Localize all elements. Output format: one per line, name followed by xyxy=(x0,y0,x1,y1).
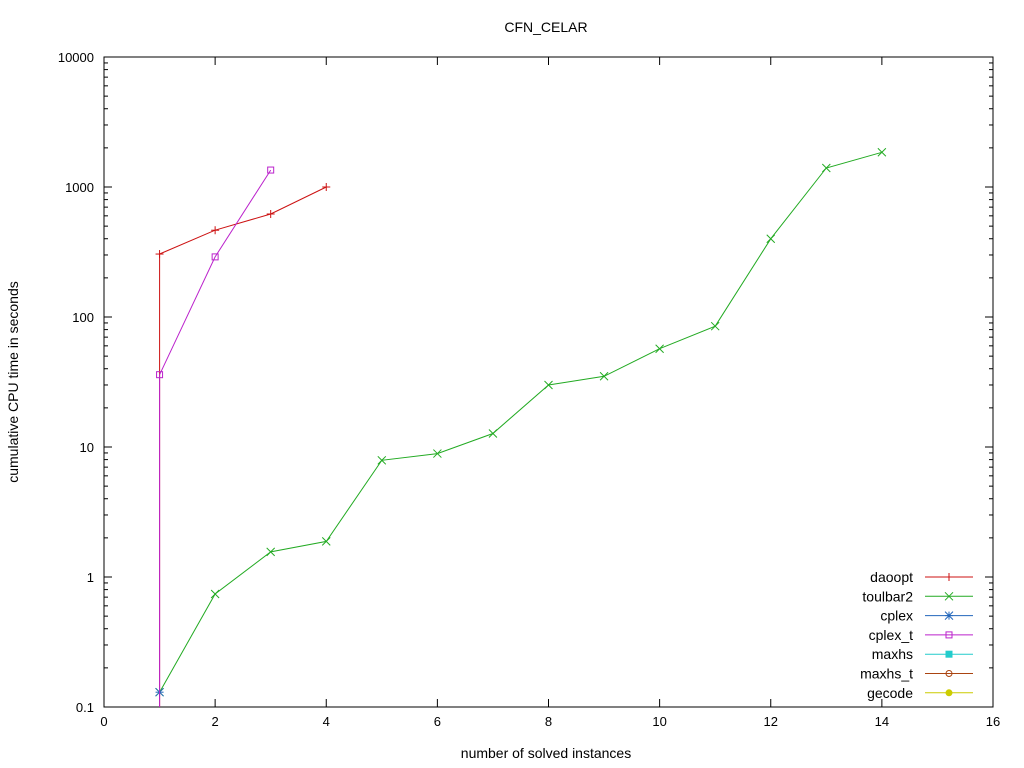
x-tick-label: 6 xyxy=(434,714,441,729)
data-point xyxy=(267,166,275,174)
series-line xyxy=(159,151,883,693)
legend-label: toulbar2 xyxy=(862,588,913,604)
data-point xyxy=(156,371,164,379)
legend-item: cplex xyxy=(880,608,973,624)
x-tick-label: 12 xyxy=(764,714,778,729)
legend-marker xyxy=(945,670,953,677)
plot-frame xyxy=(103,56,994,708)
y-axis-label: cumulative CPU time in seconds xyxy=(5,281,21,483)
series-line xyxy=(159,186,327,707)
legend-item: cplex_t xyxy=(869,627,973,643)
legend-marker xyxy=(944,591,954,601)
data-point xyxy=(322,183,331,191)
data-point xyxy=(544,380,553,390)
x-axis-label: number of solved instances xyxy=(461,745,631,761)
x-tick-label: 2 xyxy=(212,714,219,729)
legend-label: daoopt xyxy=(870,569,913,585)
legend-marker xyxy=(944,611,954,620)
legend-marker xyxy=(945,573,953,581)
legend-label: cplex_t xyxy=(869,627,913,643)
data-point xyxy=(766,234,776,244)
data-point xyxy=(210,589,220,599)
legend-marker xyxy=(945,689,953,697)
chart-title: CFN_CELAR xyxy=(504,19,587,35)
data-point xyxy=(599,371,609,381)
y-tick-label: 1 xyxy=(87,570,94,585)
x-tick-label: 10 xyxy=(652,714,666,729)
y-axis: 0.1 1 10 100 1000 10000 xyxy=(58,50,993,715)
y-tick-label: 1000 xyxy=(65,180,94,195)
data-point xyxy=(321,537,331,546)
y-tick-label: 0.1 xyxy=(76,700,94,715)
data-point xyxy=(655,344,664,354)
legend-item: toulbar2 xyxy=(862,588,973,604)
legend-label: gecode xyxy=(867,685,913,701)
series-line xyxy=(159,169,272,707)
data-point xyxy=(488,429,498,438)
data-point xyxy=(710,321,720,331)
x-tick-label: 16 xyxy=(986,714,1000,729)
data-point xyxy=(266,209,275,218)
x-tick-label: 14 xyxy=(875,714,889,729)
x-axis: 0 2 4 6 8 10 12 14 16 xyxy=(100,57,1000,729)
legend-label: maxhs xyxy=(872,646,913,662)
data-point xyxy=(821,163,831,173)
legend-label: cplex xyxy=(880,608,913,624)
series-layer xyxy=(155,147,887,707)
series-daoopt xyxy=(155,183,331,707)
data-point xyxy=(433,449,442,458)
data-point xyxy=(211,226,220,235)
data-point xyxy=(211,253,219,261)
x-tick-label: 4 xyxy=(323,714,330,729)
legend-marker xyxy=(945,631,953,639)
series-toulbar2 xyxy=(155,147,887,697)
series-cplex_t xyxy=(156,166,275,707)
y-tick-label: 10000 xyxy=(58,50,94,65)
legend-item: gecode xyxy=(867,685,973,701)
x-tick-label: 8 xyxy=(545,714,552,729)
legend-item: maxhs xyxy=(872,646,973,662)
y-tick-label: 10 xyxy=(80,440,94,455)
legend-label: maxhs_t xyxy=(860,666,913,682)
data-point xyxy=(877,147,887,157)
data-point xyxy=(266,547,276,557)
legend-item: daoopt xyxy=(870,569,973,585)
x-tick-label: 0 xyxy=(100,714,107,729)
data-point xyxy=(155,250,164,259)
data-point xyxy=(377,455,387,465)
legend-marker xyxy=(945,650,953,658)
legend-item: maxhs_t xyxy=(860,666,973,682)
y-tick-label: 100 xyxy=(72,310,94,325)
